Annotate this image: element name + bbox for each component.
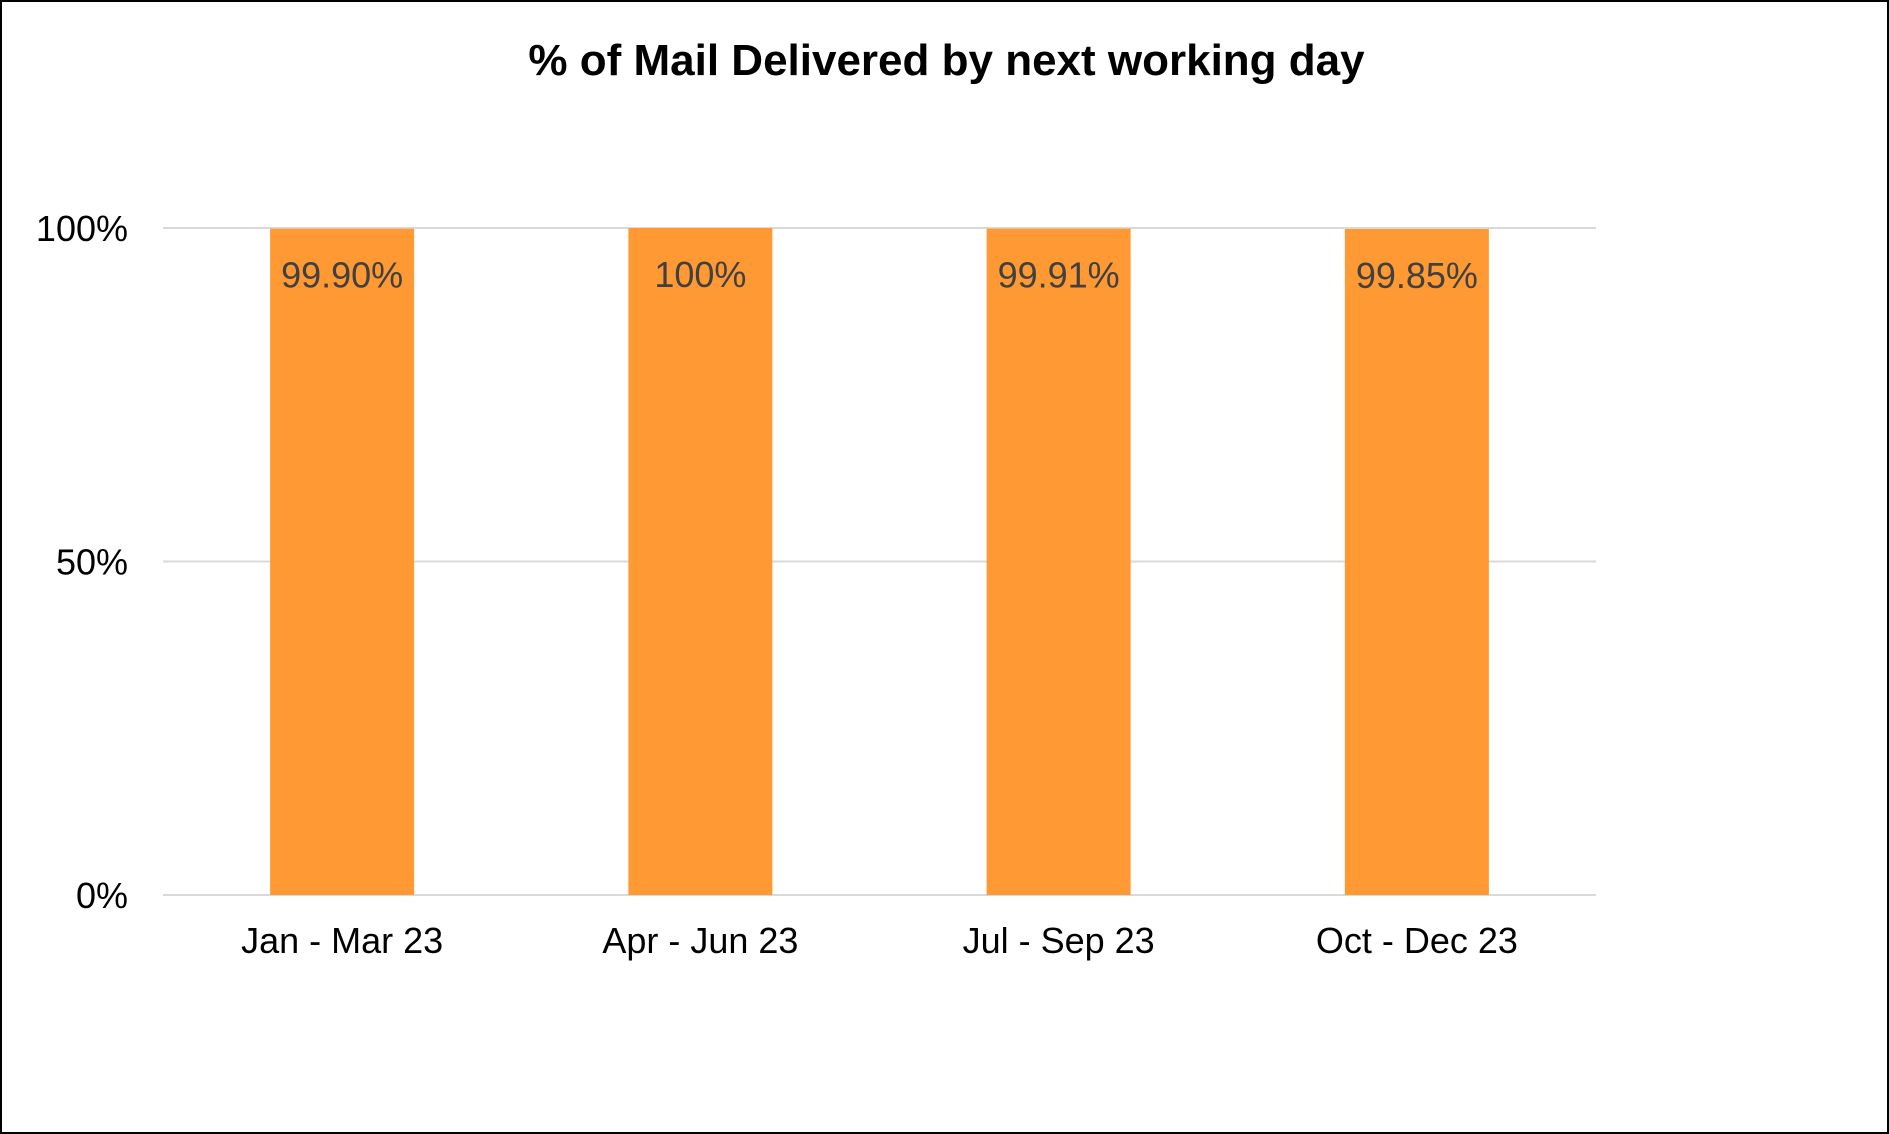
y-tick-label-0: 0% xyxy=(76,875,128,916)
data-label-3: 99.85% xyxy=(1356,255,1478,296)
data-label-1: 100% xyxy=(654,254,746,295)
y-tick-label-1: 50% xyxy=(56,542,128,583)
data-label-2: 99.91% xyxy=(998,255,1120,296)
x-category-label-2: Jul - Sep 23 xyxy=(963,920,1155,961)
data-labels: 99.90% 100% 99.91% 99.85% xyxy=(281,254,1478,296)
bars xyxy=(270,228,1489,896)
y-tick-label-2: 100% xyxy=(36,208,128,249)
bar-0 xyxy=(270,228,415,896)
x-axis-category-labels: Jan - Mar 23 Apr - Jun 23 Jul - Sep 23 Oct … xyxy=(241,920,1518,961)
x-category-label-3: Oct - Dec 23 xyxy=(1316,920,1518,961)
chart-title: % of Mail Delivered by next working day xyxy=(528,36,1365,85)
y-axis-tick-labels: 0% 50% 100% xyxy=(36,208,128,916)
x-category-label-0: Jan - Mar 23 xyxy=(241,920,443,961)
bar-1 xyxy=(628,228,773,895)
data-label-0: 99.90% xyxy=(281,255,403,296)
x-category-label-1: Apr - Jun 23 xyxy=(602,920,798,961)
bar-2 xyxy=(986,228,1131,896)
bar-3 xyxy=(1344,229,1489,896)
